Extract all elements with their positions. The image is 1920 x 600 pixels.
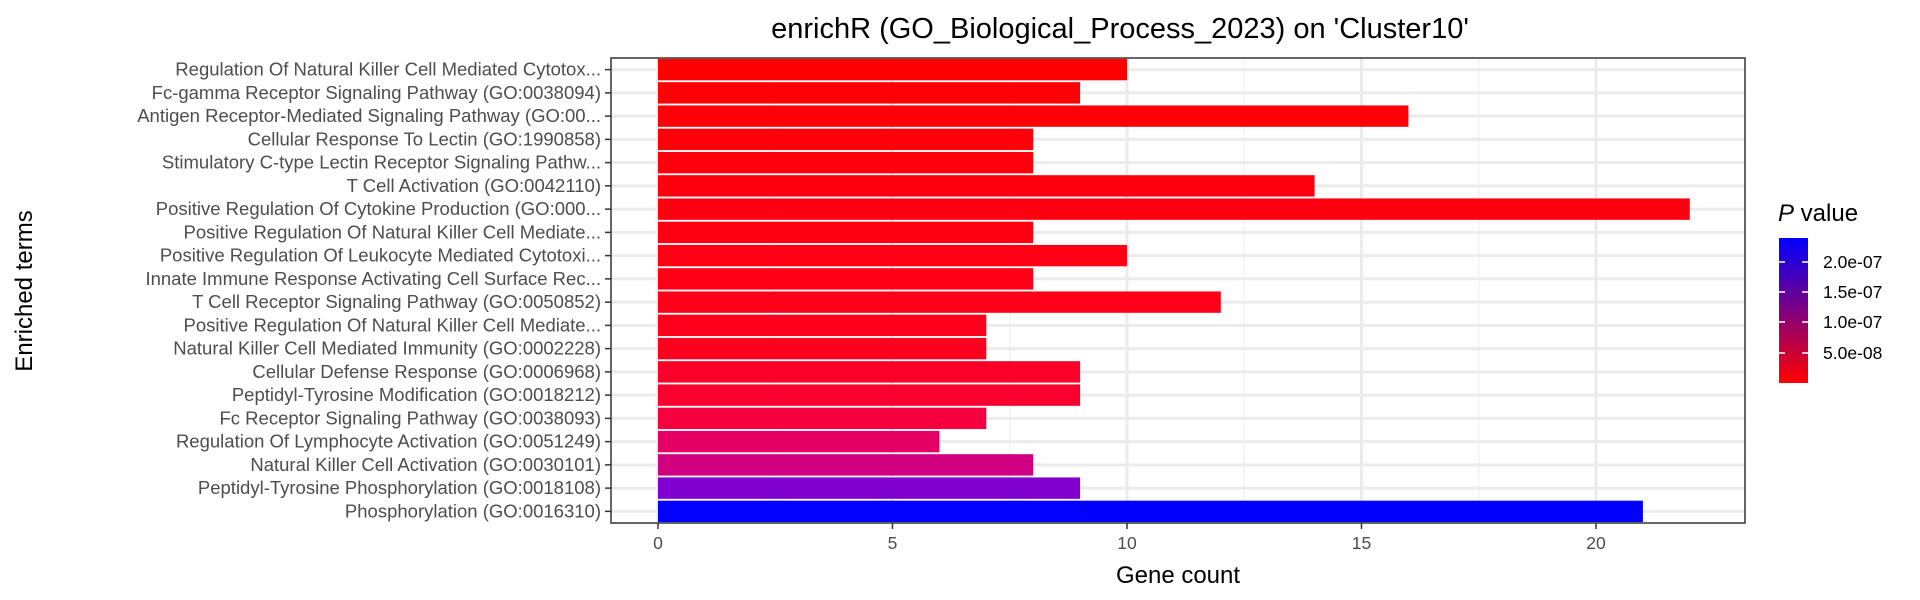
- bar: [658, 105, 1409, 127]
- bar: [658, 58, 1127, 81]
- bar: [658, 244, 1127, 267]
- term-label: Stimulatory C-type Lectin Receptor Signa…: [162, 152, 601, 173]
- y-axis-title: Enriched terms: [11, 210, 38, 371]
- legend-title-rest: value: [1794, 200, 1858, 227]
- x-axis-title: Gene count: [1116, 562, 1240, 589]
- term-label: T Cell Activation (GO:0042110): [347, 175, 601, 196]
- bar: [658, 198, 1690, 220]
- term-label: Cellular Defense Response (GO:0006968): [252, 361, 601, 382]
- term-label: Innate Immune Response Activating Cell S…: [145, 268, 601, 289]
- legend-colorbar: [1779, 238, 1808, 383]
- term-label: Antigen Receptor-Mediated Signaling Path…: [137, 105, 601, 126]
- bar: [658, 268, 1034, 290]
- legend-label: 1.5e-07: [1823, 282, 1882, 302]
- term-label: Positive Regulation Of Cytokine Producti…: [156, 198, 601, 219]
- term-label: Positive Regulation Of Natural Killer Ce…: [184, 221, 601, 242]
- bar: [658, 128, 1034, 151]
- x-axis-ticks: 0 5 10 15 20: [653, 523, 1606, 553]
- legend-label: 1.0e-07: [1823, 312, 1882, 332]
- x-tick-label: 15: [1352, 533, 1371, 553]
- x-tick-label: 0: [653, 533, 663, 553]
- bar: [658, 430, 940, 453]
- term-label: Fc-gamma Receptor Signaling Pathway (GO:…: [152, 82, 601, 103]
- x-tick-label: 20: [1586, 533, 1606, 553]
- term-label: Phosphorylation (GO:0016310): [345, 500, 601, 521]
- bar: [658, 384, 1081, 406]
- bar: [658, 361, 1081, 383]
- term-label: Natural Killer Cell Activation (GO:00301…: [250, 454, 601, 475]
- legend: P value 2.0e-07 1.5e-07 1.0e-07 5.0e-08: [1778, 200, 1882, 383]
- plot-background: [611, 58, 1745, 523]
- x-tick-label: 5: [888, 533, 898, 553]
- term-label: Positive Regulation Of Leukocyte Mediate…: [160, 245, 601, 266]
- x-tick-label: 10: [1117, 533, 1137, 553]
- plot-border: [610, 57, 1746, 524]
- bar: [658, 337, 987, 360]
- term-label: Peptidyl-Tyrosine Phosphorylation (GO:00…: [198, 477, 601, 498]
- bar: [658, 500, 1643, 523]
- term-label: Cellular Response To Lectin (GO:1990858): [248, 128, 601, 149]
- legend-labels: 2.0e-07 1.5e-07 1.0e-07 5.0e-08: [1779, 252, 1882, 363]
- term-label: Fc Receptor Signaling Pathway (GO:003809…: [219, 407, 601, 428]
- bar: [658, 151, 1034, 174]
- bar: [658, 454, 1034, 476]
- bar: [658, 477, 1081, 499]
- legend-title: P value: [1778, 200, 1858, 227]
- legend-label: 2.0e-07: [1823, 252, 1882, 272]
- bar: [658, 291, 1221, 313]
- plot-panel: [610, 57, 1746, 524]
- bar: [658, 82, 1081, 104]
- term-label: Natural Killer Cell Mediated Immunity (G…: [173, 338, 601, 359]
- bar: [658, 221, 1034, 244]
- term-label: Regulation Of Natural Killer Cell Mediat…: [175, 59, 601, 80]
- term-label: T Cell Receptor Signaling Pathway (GO:00…: [192, 291, 601, 312]
- y-axis-tick-labels: Regulation Of Natural Killer Cell Mediat…: [137, 59, 611, 521]
- bar: [658, 314, 987, 337]
- legend-label: 5.0e-08: [1823, 343, 1882, 363]
- chart-title: enrichR (GO_Biological_Process_2023) on …: [771, 13, 1469, 45]
- term-label: Regulation Of Lymphocyte Activation (GO:…: [176, 431, 601, 452]
- legend-title-italic: P: [1778, 200, 1794, 227]
- term-label: Positive Regulation Of Natural Killer Ce…: [184, 314, 601, 335]
- bar: [658, 407, 987, 430]
- term-label: Peptidyl-Tyrosine Modification (GO:00182…: [232, 384, 601, 405]
- bars: [658, 58, 1690, 523]
- bar: [658, 175, 1315, 197]
